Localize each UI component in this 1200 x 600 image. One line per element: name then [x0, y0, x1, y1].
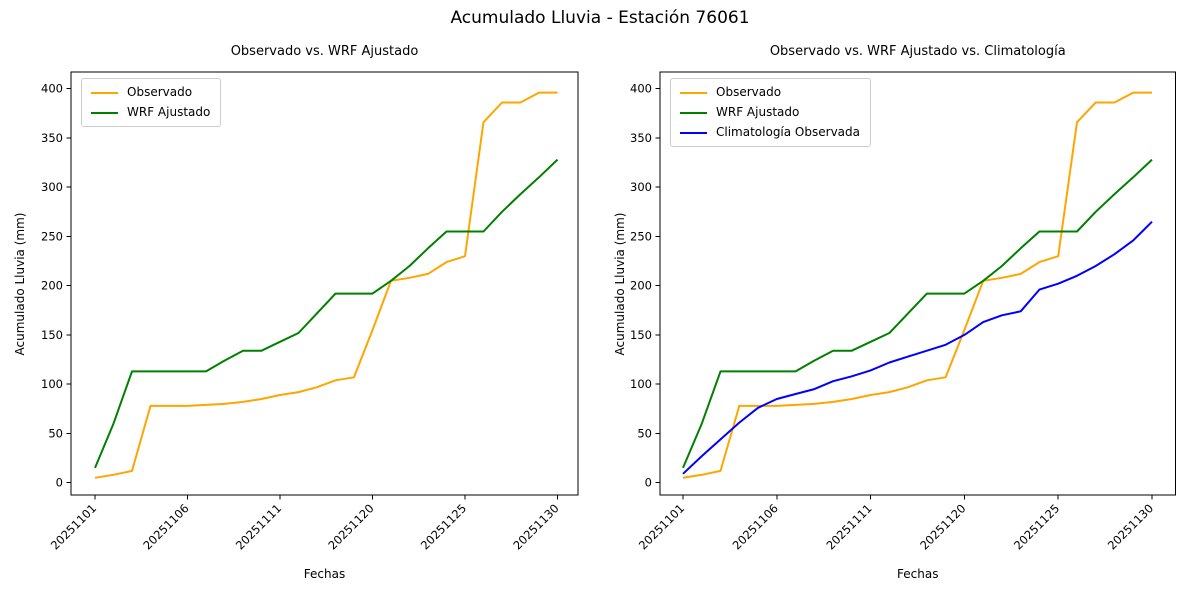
axes-frame	[659, 71, 1176, 496]
legend-label: WRF Ajustado	[716, 105, 800, 119]
y-tick-label: 400	[630, 82, 652, 96]
legend-entry: Observado	[680, 86, 860, 99]
x-tick-label: 20251130	[510, 501, 561, 552]
subplot-title: Observado vs. WRF Ajustado vs. Climatolo…	[769, 44, 1066, 59]
legend-label: WRF Ajustado	[127, 105, 211, 119]
x-tick-label: 20251101	[636, 501, 687, 552]
legend-entry: WRF Ajustado	[680, 106, 860, 119]
legend: Observado WRF Ajustado	[81, 78, 222, 127]
y-tick-label: 0	[645, 476, 652, 490]
series-line-climatología-observada	[682, 220, 1153, 475]
x-tick-label: 20251120	[917, 501, 968, 552]
y-tick-label: 300	[41, 180, 63, 194]
y-tick-label: 350	[630, 131, 652, 145]
x-tick-label: 20251106	[140, 501, 191, 552]
series-line-wrf-ajustado	[682, 158, 1153, 469]
y-tick-label: 0	[56, 476, 63, 490]
x-tick-label: 20251125	[1011, 501, 1062, 552]
y-tick-label: 100	[41, 377, 63, 391]
legend-line-sample	[91, 111, 118, 114]
y-tick-label: 400	[41, 82, 63, 96]
left-chart: Observado vs. WRF Ajustado Acumulado Llu…	[0, 40, 600, 600]
x-axis-label: Fechas	[303, 567, 346, 581]
y-tick-label: 50	[48, 426, 63, 440]
legend-line-sample	[680, 111, 707, 114]
legend: Observado WRF Ajustado Climatología Observ…	[670, 78, 871, 147]
x-tick-label: 20251125	[418, 501, 469, 552]
axes-frame	[70, 71, 579, 496]
legend-label: Observado	[716, 85, 782, 99]
figure-title: Acumulado Lluvia - Estación 76061	[450, 8, 750, 28]
x-tick-label: 20251120	[325, 501, 376, 552]
y-tick-label: 100	[630, 377, 652, 391]
y-tick-label: 150	[41, 328, 63, 342]
y-tick-label: 250	[41, 229, 63, 243]
series-line-observado	[94, 91, 558, 479]
y-tick-label: 300	[630, 180, 652, 194]
y-tick-label: 250	[630, 229, 652, 243]
legend-label: Observado	[127, 85, 193, 99]
legend-entry: WRF Ajustado	[91, 106, 210, 119]
y-tick-label: 350	[41, 131, 63, 145]
x-tick-label: 20251106	[730, 501, 781, 552]
y-tick-label: 200	[630, 279, 652, 293]
y-tick-label: 50	[637, 426, 652, 440]
x-axis-label: Fechas	[897, 567, 939, 581]
x-tick-label: 20251111	[233, 501, 284, 552]
legend-label: Climatología Observada	[716, 125, 860, 139]
legend-line-sample	[91, 91, 118, 94]
x-tick-label: 20251130	[1105, 501, 1156, 552]
y-tick-label: 200	[41, 279, 63, 293]
legend-line-sample	[680, 91, 707, 94]
legend-line-sample	[680, 131, 707, 134]
y-tick-label: 150	[630, 328, 652, 342]
subplot-title: Observado vs. WRF Ajustado	[230, 44, 419, 59]
legend-entry: Observado	[91, 86, 210, 99]
x-tick-label: 20251111	[823, 501, 874, 552]
x-tick-label: 20251101	[48, 501, 99, 552]
plot-area: 0 50 100 150 200 250 300 350 400 20251101 20251106…	[630, 71, 1176, 553]
series-line-wrf-ajustado	[94, 158, 559, 469]
legend-entry: Climatología Observada	[680, 126, 860, 139]
plot-area: 0 50 100 150 200 250 300 350 400 20251101 20251106…	[41, 71, 579, 553]
right-chart: Observado vs. WRF Ajustado vs. Climatolo…	[600, 40, 1200, 600]
series-line-observado	[682, 91, 1152, 479]
